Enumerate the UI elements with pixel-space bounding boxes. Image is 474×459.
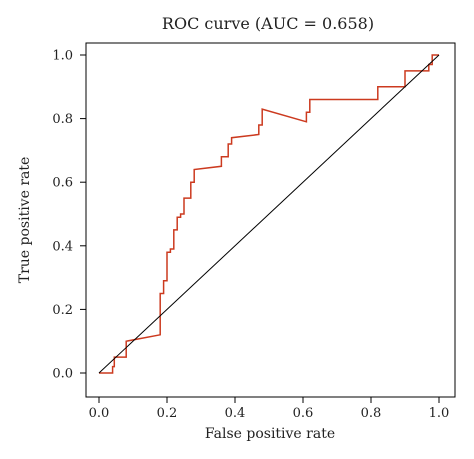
x-axis-label: False positive rate	[205, 426, 335, 442]
y-tick-label: 0.2	[52, 303, 73, 318]
y-tick-label: 0.0	[52, 367, 73, 382]
y-tick-label: 0.4	[52, 239, 73, 254]
x-tick-label: 0.2	[157, 406, 178, 421]
y-axis-label: True positive rate	[17, 157, 33, 284]
x-tick-label: 0.4	[225, 406, 246, 421]
y-tick-label: 1.0	[52, 49, 73, 64]
x-tick-label: 0.0	[89, 406, 110, 421]
chart-title: ROC curve (AUC = 0.658)	[162, 14, 374, 33]
y-tick-label: 0.6	[52, 176, 73, 191]
x-tick-label: 1.0	[429, 406, 450, 421]
y-tick-label: 0.8	[52, 112, 73, 127]
x-axis: 0.0 0.2 0.4 0.6 0.8 1.0	[89, 397, 450, 421]
plot-frame	[85, 42, 456, 398]
diagonal-reference-line	[98, 54, 440, 374]
x-tick-label: 0.6	[293, 406, 314, 421]
roc-curve-line	[99, 54, 439, 374]
series-layer	[98, 54, 440, 374]
y-axis: 0.0 0.2 0.4 0.6 0.8 1.0	[52, 49, 86, 382]
x-tick-label: 0.8	[361, 406, 382, 421]
